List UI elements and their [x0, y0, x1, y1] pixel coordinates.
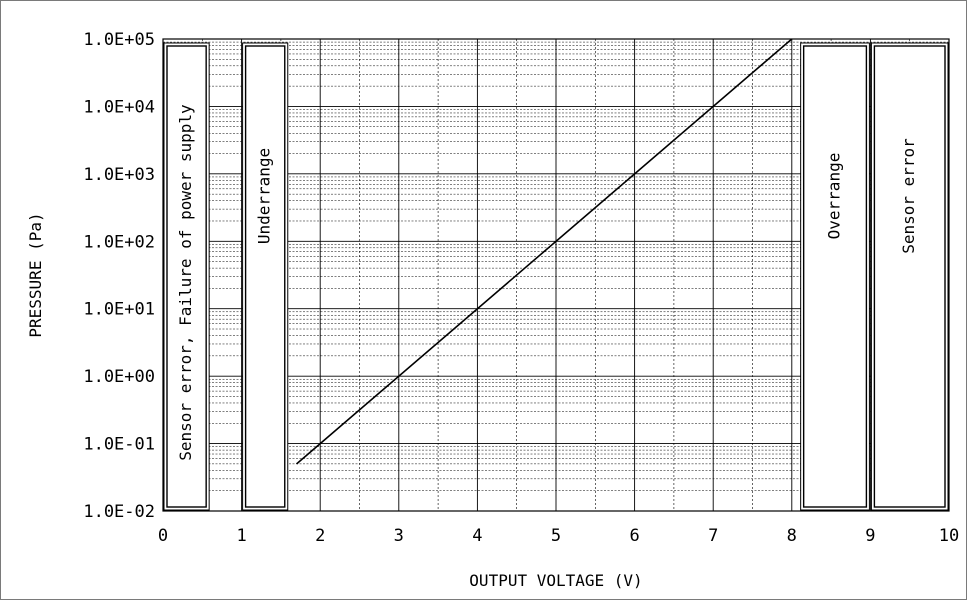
y-tick-label: 1.0E+00 [83, 367, 155, 387]
y-tick-label: 1.0E+05 [83, 30, 155, 50]
region-boxes: Sensor error, Failure of power supply Und… [163, 42, 949, 511]
x-axis-title: OUTPUT VOLTAGE (V) [469, 571, 642, 590]
y-tick-label: 1.0E+04 [83, 97, 155, 117]
series-line [296, 38, 793, 465]
region-box [166, 45, 207, 508]
x-tick-label: 5 [551, 526, 561, 546]
x-tick-label: 1 [236, 526, 246, 546]
plot-area-border [162, 38, 950, 512]
x-tick-label: 6 [629, 526, 639, 546]
region-label: Sensor error [899, 138, 918, 254]
region-box [802, 45, 868, 508]
y-tick-labels: 1.0E-02 1.0E-01 1.0E+00 1.0E+01 1.0E+02 1.0E+… [83, 30, 155, 522]
y-axis-title: PRESSURE (Pa) [26, 212, 45, 337]
x-tick-label: 4 [472, 526, 482, 546]
region-label: Overrange [825, 153, 844, 240]
series-layer [296, 38, 793, 465]
y-tick-label: 1.0E+01 [83, 300, 155, 320]
region-box [873, 45, 946, 508]
y-tick-label: 1.0E+03 [83, 165, 155, 185]
x-tick-labels: 0 1 2 3 4 5 6 7 8 9 10 [158, 526, 959, 546]
region-box [244, 45, 286, 508]
x-tick-label: 7 [708, 526, 718, 546]
y-tick-label: 1.0E-01 [83, 435, 155, 455]
x-tick-label: 10 [939, 526, 959, 546]
y-tick-label: 1.0E-02 [83, 502, 155, 522]
region-label: Underrange [255, 148, 274, 244]
x-tick-label: 0 [158, 526, 168, 546]
x-tick-label: 8 [787, 526, 797, 546]
region-label: Sensor error, Failure of power supply [176, 104, 195, 461]
x-tick-label: 2 [315, 526, 325, 546]
x-tick-label: 9 [865, 526, 875, 546]
y-tick-label: 1.0E+02 [83, 232, 155, 252]
x-tick-label: 3 [394, 526, 404, 546]
